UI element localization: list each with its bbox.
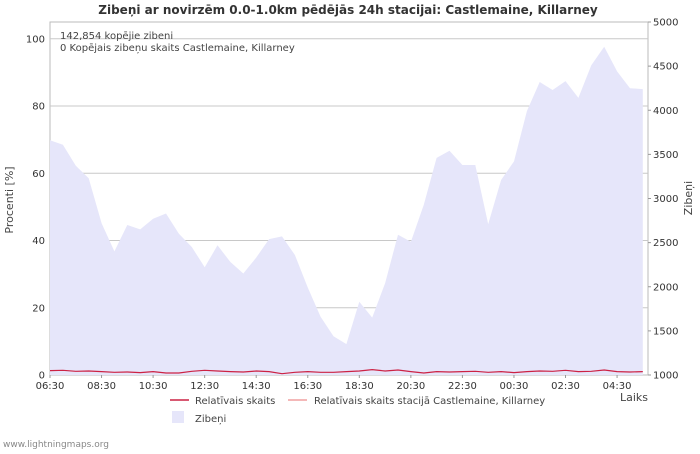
y-tick-right-4000: 4000 bbox=[653, 106, 678, 117]
y-tick-left-40: 40 bbox=[32, 236, 45, 247]
x-tick-18:30: 18:30 bbox=[345, 381, 374, 392]
line-layer bbox=[49, 368, 643, 375]
y-tick-right-3000: 3000 bbox=[653, 194, 678, 205]
y-tick-right-5000: 5000 bbox=[653, 18, 678, 29]
x-tick-22:30: 22:30 bbox=[448, 381, 477, 392]
x-tick-14:30: 14:30 bbox=[242, 381, 271, 392]
x-tick-02:30: 02:30 bbox=[551, 381, 580, 392]
legend: Relatīvais skaits Relatīvais skaits stac… bbox=[170, 396, 545, 425]
y-tick-left-80: 80 bbox=[32, 102, 45, 113]
y-tick-left-100: 100 bbox=[26, 34, 45, 45]
y-tick-left-0: 0 bbox=[39, 371, 45, 382]
y-axis-label-right: Zibeņi bbox=[682, 181, 695, 215]
info-total-strikes: 142,854 kopējie zibeni bbox=[60, 31, 173, 42]
y-tick-left-60: 60 bbox=[32, 169, 45, 180]
y-tick-left-20: 20 bbox=[32, 303, 45, 314]
x-tick-06:30: 06:30 bbox=[36, 381, 65, 392]
x-tick-04:30: 04:30 bbox=[603, 381, 632, 392]
legend-label-relative-count-station: Relatīvais skaits stacijā Castlemaine, K… bbox=[314, 396, 545, 407]
chart-title: Zibeņi ar novirzēm 0.0-1.0km pēdējās 24h… bbox=[98, 3, 598, 17]
x-tick-08:30: 08:30 bbox=[87, 381, 116, 392]
x-axis-label: Laiks bbox=[620, 391, 648, 404]
x-tick-12:30: 12:30 bbox=[190, 381, 219, 392]
y-tick-right-3500: 3500 bbox=[653, 150, 678, 161]
series-line-relative-count bbox=[49, 368, 643, 375]
x-tick-00:30: 00:30 bbox=[500, 381, 529, 392]
y-tick-right-4500: 4500 bbox=[653, 62, 678, 73]
legend-label-strikes: Zibeņi bbox=[195, 414, 226, 425]
y-tick-right-1000: 1000 bbox=[653, 371, 678, 382]
y-tick-right-2000: 2000 bbox=[653, 282, 678, 293]
x-tick-10:30: 10:30 bbox=[139, 381, 168, 392]
legend-swatch-strikes bbox=[172, 411, 184, 423]
y-tick-right-1500: 1500 bbox=[653, 326, 678, 337]
area-layer bbox=[50, 46, 643, 375]
info-station-strikes: 0 Kopējais zibeņu skaits Castlemaine, Ki… bbox=[60, 43, 295, 54]
legend-label-relative-count: Relatīvais skaits bbox=[195, 396, 275, 407]
series-area-strikes bbox=[50, 46, 643, 375]
footer-source: www.lightningmaps.org bbox=[3, 440, 109, 450]
y-tick-right-2500: 2500 bbox=[653, 238, 678, 249]
x-tick-16:30: 16:30 bbox=[293, 381, 322, 392]
axis-layer: 0 20 40 60 80 100 1000 1500 2000 2500 3000 3500 4000… bbox=[26, 18, 679, 393]
x-tick-20:30: 20:30 bbox=[396, 381, 425, 392]
y-axis-label-left: Procenti [%] bbox=[3, 166, 16, 233]
